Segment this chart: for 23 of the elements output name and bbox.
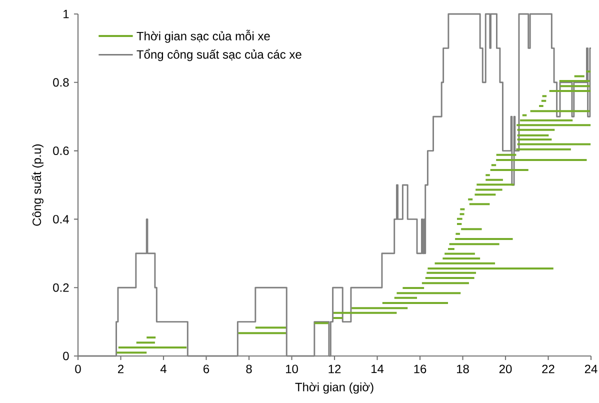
x-tick-label: 4 [160, 364, 166, 373]
x-tick-label: 20 [499, 364, 512, 374]
x-tick-label: 18 [457, 364, 469, 374]
x-tick-label: 10 [286, 364, 298, 374]
y-tick-label: 0.8 [53, 78, 69, 87]
y-tick-label: 0.4 [53, 214, 69, 224]
x-tick-label: 2 [118, 364, 124, 374]
x-tick-label: 8 [246, 364, 252, 374]
y-tick-label: 0 [63, 352, 69, 360]
y-tick-label: 1 [64, 10, 69, 18]
x-axis-title: Thời gian (giờ) [295, 382, 374, 394]
y-tick-label: 0.6 [53, 146, 69, 156]
x-tick-label: 24 [584, 364, 598, 374]
legend-label: Tổng công suất sạc của các xe [136, 48, 302, 62]
y-axis-title: Công suất (p.u) [32, 144, 44, 226]
x-tick-label: 0 [75, 364, 81, 374]
x-tick-label: 12 [328, 364, 341, 374]
x-tick-label: 22 [542, 364, 554, 374]
y-tick-label: 0.2 [53, 283, 69, 292]
x-tick-label: 14 [372, 364, 384, 373]
legend-label: Thời gian sạc của mỗi xe [136, 30, 270, 43]
x-tick-label: 16 [414, 364, 426, 374]
x-tick-label: 6 [204, 364, 210, 374]
